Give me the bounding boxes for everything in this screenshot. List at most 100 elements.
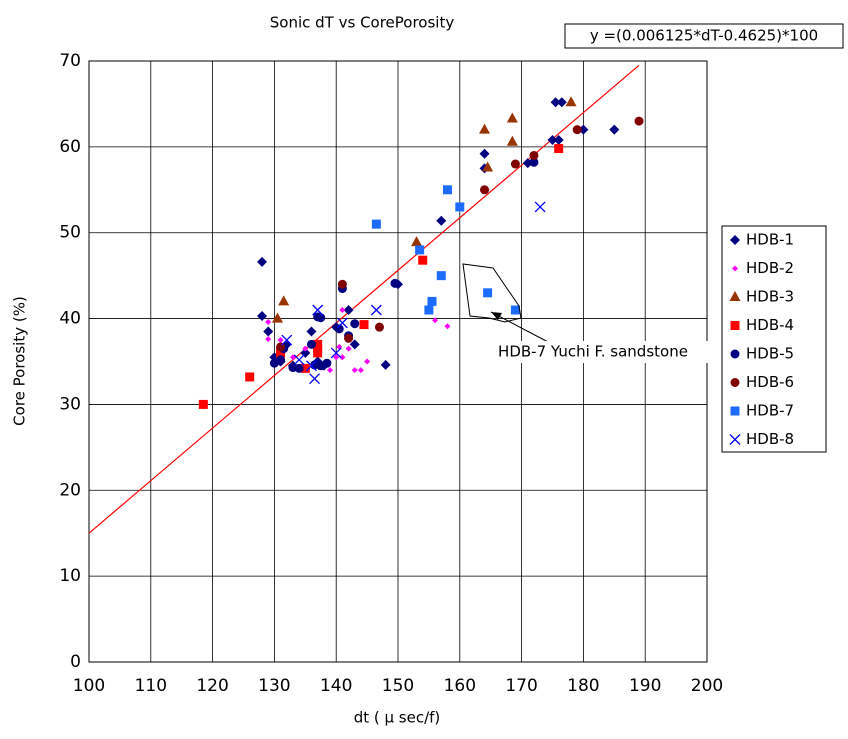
point (351, 367, 358, 374)
point (263, 326, 274, 337)
y-tick-label: 30 (59, 394, 81, 414)
x-tick-label: 150 (382, 676, 414, 696)
legend-label: HDB-7 (746, 402, 794, 420)
x-axis-label: dt ( μ sec/f) (354, 709, 441, 727)
point (294, 363, 304, 373)
point (245, 372, 255, 382)
x-tick-label: 120 (196, 676, 228, 696)
point (483, 288, 493, 298)
point (359, 320, 369, 330)
point (336, 317, 348, 329)
point (572, 125, 582, 135)
point (730, 406, 740, 416)
point (415, 245, 425, 255)
point (345, 345, 352, 352)
point (265, 336, 272, 343)
point (198, 399, 208, 409)
legend-label: HDB-1 (746, 231, 794, 249)
point (337, 279, 347, 289)
plot (88, 60, 708, 663)
y-tick-label: 50 (59, 223, 81, 243)
legend-label: HDB-2 (746, 259, 794, 277)
x-tick-label: 110 (135, 676, 167, 696)
point (350, 319, 360, 329)
point (330, 347, 342, 359)
annotation-bg (475, 341, 711, 363)
legend-label: HDB-6 (746, 373, 794, 391)
legend-label: HDB-3 (746, 288, 794, 306)
point (729, 434, 741, 445)
point (455, 202, 465, 212)
point (554, 144, 564, 154)
point (313, 312, 323, 322)
point (510, 305, 520, 315)
x-tick-label: 170 (505, 676, 537, 696)
point (306, 360, 317, 372)
point (276, 355, 286, 365)
equation: y =(0.006125*dT-0.4625)*100 (590, 27, 818, 45)
equation-box (564, 23, 844, 49)
point (339, 354, 346, 361)
point (349, 339, 360, 350)
point (306, 339, 316, 349)
point (436, 271, 446, 281)
point (730, 378, 740, 387)
point (278, 295, 290, 306)
point (444, 323, 451, 330)
trendline (88, 64, 640, 534)
point (257, 310, 268, 321)
point (281, 334, 293, 346)
y-tick-label: 20 (59, 480, 81, 500)
point (432, 317, 439, 324)
point (479, 123, 491, 134)
point (333, 354, 340, 361)
annotation-arrow (490, 311, 551, 344)
x-tick-label: 200 (691, 676, 723, 696)
point (482, 161, 494, 172)
point (390, 278, 400, 288)
point (357, 367, 364, 374)
x-tick-label: 140 (320, 676, 352, 696)
point (730, 321, 740, 330)
point (411, 236, 423, 247)
point (327, 367, 334, 374)
point (506, 112, 518, 123)
point (730, 235, 740, 245)
y-tick-label: 40 (59, 309, 81, 329)
point (271, 312, 283, 323)
point (371, 219, 381, 229)
point (344, 333, 354, 343)
x-tick-label: 130 (258, 676, 290, 696)
point (565, 96, 577, 107)
chart-title: Sonic dT vs CorePorosity (270, 14, 455, 32)
point (364, 358, 371, 365)
x-tick-label: 180 (567, 676, 599, 696)
y-tick-label: 70 (59, 51, 81, 71)
point (374, 322, 384, 332)
point (300, 363, 310, 373)
point (547, 134, 558, 145)
point (729, 291, 741, 301)
point (436, 215, 447, 226)
point (634, 116, 644, 126)
point (343, 304, 354, 315)
point (534, 201, 546, 213)
point (265, 319, 272, 326)
x-tick-label: 190 (629, 676, 661, 696)
point (479, 148, 490, 159)
point (480, 185, 490, 195)
point (510, 159, 520, 169)
legend-label: HDB-8 (746, 430, 794, 448)
point (306, 326, 317, 337)
point (418, 255, 428, 265)
y-tick-label: 60 (59, 137, 81, 157)
y-tick-label: 10 (59, 566, 81, 586)
point (312, 304, 324, 316)
point (380, 359, 391, 370)
point (277, 337, 284, 344)
point (322, 358, 332, 368)
point (293, 354, 305, 366)
point (529, 150, 539, 160)
point (556, 97, 567, 108)
